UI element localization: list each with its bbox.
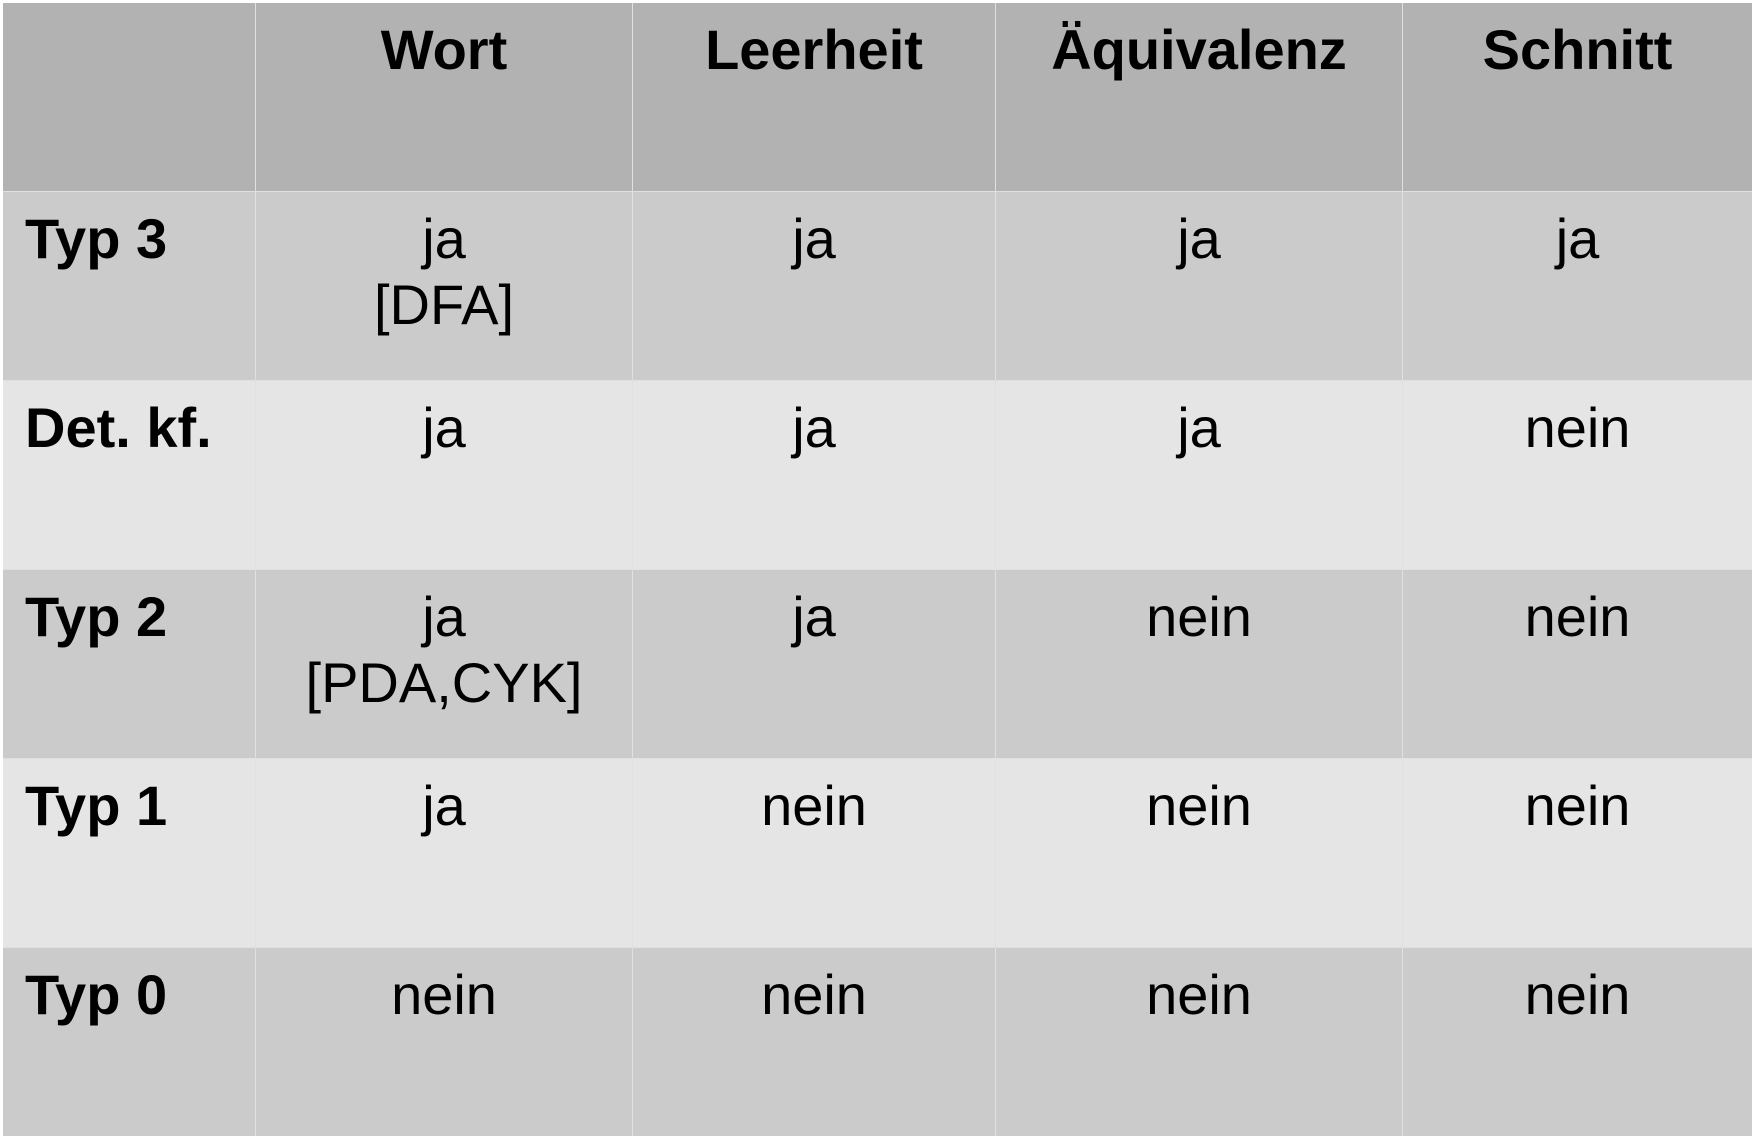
cell-text: nein xyxy=(1146,963,1252,1026)
table-cell: ja [DFA] xyxy=(256,192,632,380)
table-cell: ja xyxy=(633,570,995,758)
column-header: Schnitt xyxy=(1403,3,1752,191)
table-cell: ja xyxy=(633,381,995,569)
table-cell: nein xyxy=(1403,948,1752,1136)
table-cell: nein xyxy=(256,948,632,1136)
table-cell: nein xyxy=(1403,759,1752,947)
row-label: Det. kf. xyxy=(3,381,255,569)
cell-text: ja xyxy=(1555,207,1600,270)
table-cell: ja xyxy=(256,759,632,947)
cell-text: nein xyxy=(1146,585,1252,648)
table-cell: nein xyxy=(633,759,995,947)
table: Wort Leerheit Äquivalenz Schnitt Typ 3 ja [DFA… xyxy=(3,3,1752,1136)
cell-text: ja xyxy=(422,207,466,270)
column-header: Leerheit xyxy=(633,3,995,191)
cell-text: nein xyxy=(1524,774,1631,837)
corner-cell xyxy=(3,3,255,191)
cell-text: ja xyxy=(792,396,836,459)
table-cell: nein xyxy=(996,570,1402,758)
cell-text: ja xyxy=(422,585,466,648)
table-cell: nein xyxy=(996,759,1402,947)
table-cell: nein xyxy=(1403,570,1752,758)
row-label: Typ 3 xyxy=(3,192,255,380)
row-label: Typ 0 xyxy=(3,948,255,1136)
table-cell: ja xyxy=(1403,192,1752,380)
table-cell: ja xyxy=(996,192,1402,380)
table-cell: nein xyxy=(996,948,1402,1136)
cell-text: nein xyxy=(1524,585,1631,648)
cell-text: nein xyxy=(391,963,497,1026)
cell-text: nein xyxy=(1146,774,1252,837)
table-cell: ja [PDA,CYK] xyxy=(256,570,632,758)
cell-text: ja xyxy=(792,585,836,648)
row-label: Typ 1 xyxy=(3,759,255,947)
column-header: Wort xyxy=(256,3,632,191)
cell-text: ja xyxy=(422,774,466,837)
cell-text: nein xyxy=(761,963,867,1026)
cell-text: [DFA] xyxy=(373,273,515,336)
table-cell: ja xyxy=(996,381,1402,569)
column-header: Äquivalenz xyxy=(996,3,1402,191)
cell-text: nein xyxy=(761,774,867,837)
row-label: Typ 2 xyxy=(3,570,255,758)
table-cell: ja xyxy=(256,381,632,569)
cell-text: ja xyxy=(1177,396,1221,459)
cell-text: nein xyxy=(1524,396,1631,459)
cell-text: ja xyxy=(422,396,466,459)
cell-text: nein xyxy=(1524,963,1631,1026)
table-cell: nein xyxy=(633,948,995,1136)
cell-text: [PDA,CYK] xyxy=(305,651,583,714)
cell-text: ja xyxy=(792,207,836,270)
table-cell: nein xyxy=(1403,381,1752,569)
cell-text: ja xyxy=(1177,207,1221,270)
table-cell: ja xyxy=(633,192,995,380)
